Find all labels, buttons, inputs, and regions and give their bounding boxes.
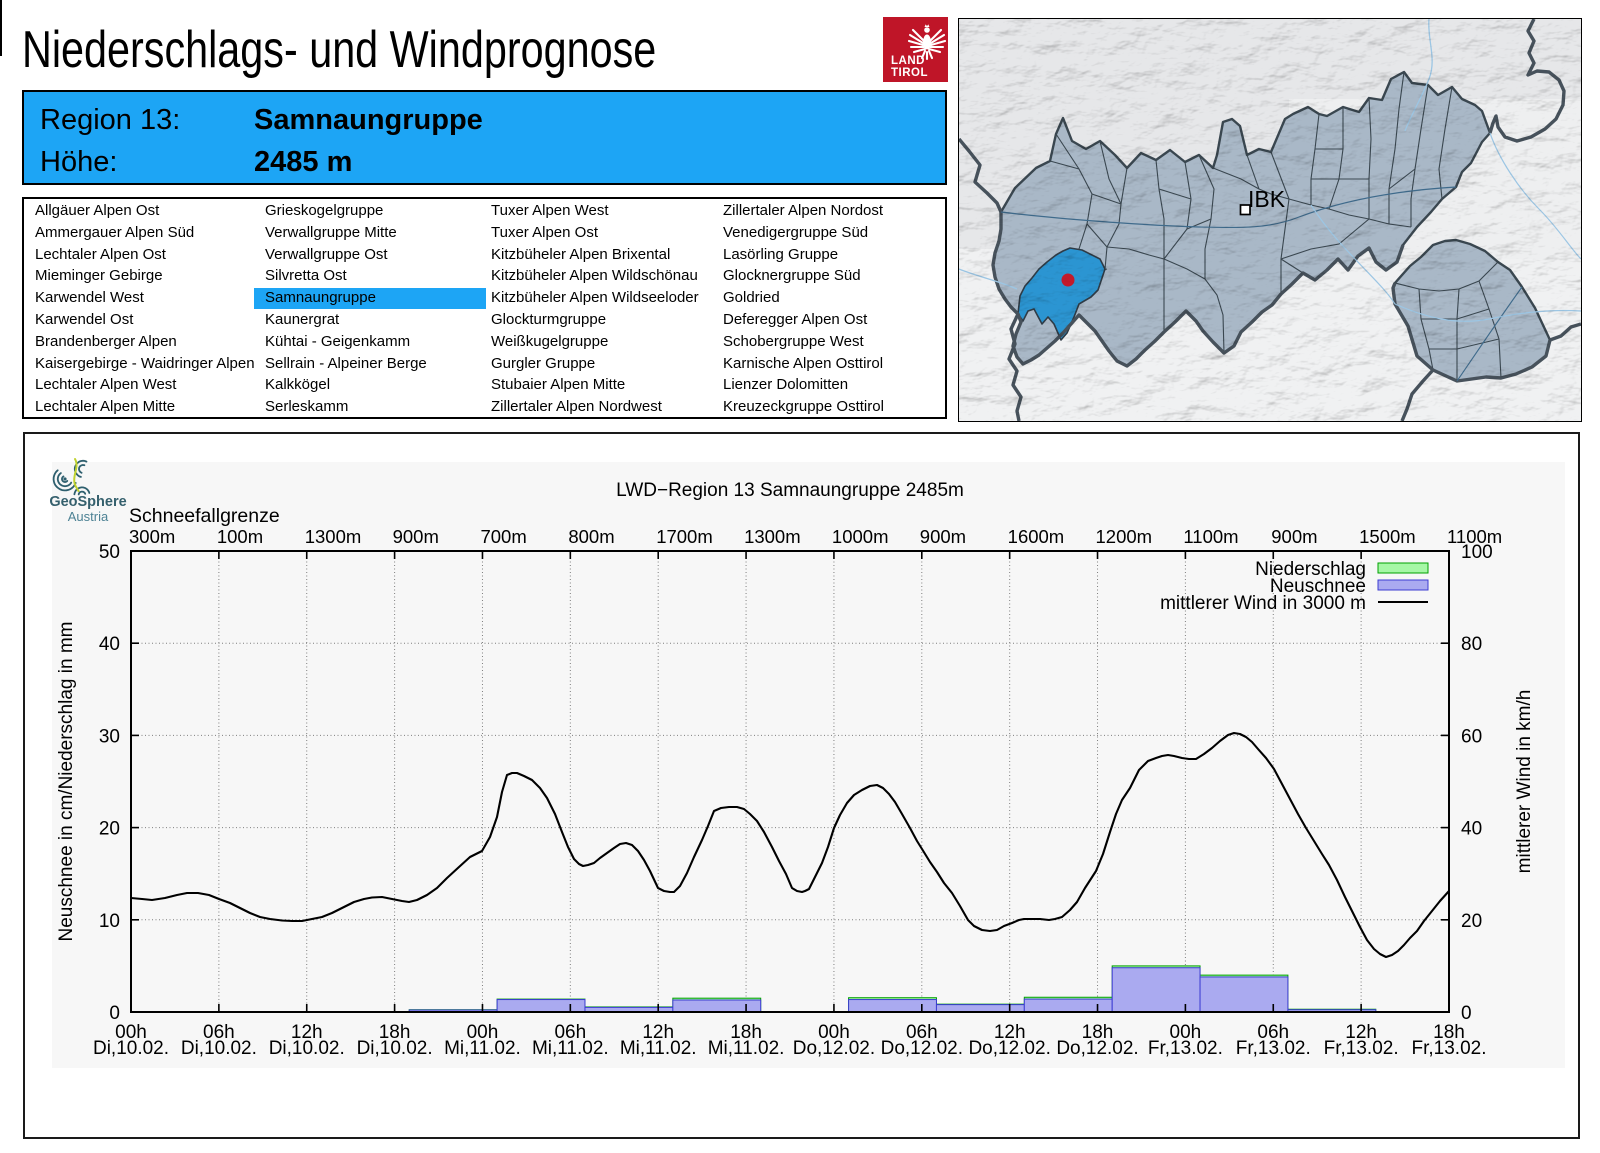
svg-text:06h: 06h	[554, 1022, 586, 1043]
svg-text:40: 40	[1461, 819, 1482, 840]
svg-text:Di,10.02.: Di,10.02.	[357, 1038, 433, 1059]
svg-text:18h: 18h	[1082, 1022, 1114, 1043]
svg-text:10: 10	[99, 911, 120, 932]
svg-text:18h: 18h	[379, 1022, 411, 1043]
svg-text:Neuschnee: Neuschnee	[1270, 576, 1366, 597]
svg-text:0: 0	[1461, 1003, 1472, 1024]
svg-text:100m: 100m	[217, 526, 263, 547]
svg-text:GeoSphere: GeoSphere	[49, 494, 126, 510]
svg-text:Do,12.02.: Do,12.02.	[881, 1038, 963, 1059]
svg-text:20: 20	[1461, 911, 1482, 932]
svg-text:Do,12.02.: Do,12.02.	[968, 1038, 1050, 1059]
svg-text:60: 60	[1461, 726, 1482, 747]
svg-text:Mi,11.02.: Mi,11.02.	[620, 1038, 697, 1059]
svg-text:00h: 00h	[467, 1022, 499, 1043]
svg-text:1100m: 1100m	[1447, 526, 1502, 547]
svg-text:Fr,13.02.: Fr,13.02.	[1412, 1038, 1487, 1059]
svg-text:mittlerer Wind in 3000 m: mittlerer Wind in 3000 m	[1160, 593, 1366, 614]
svg-text:1500m: 1500m	[1359, 526, 1416, 547]
svg-text:0: 0	[109, 1003, 120, 1024]
svg-text:Niederschlag: Niederschlag	[1255, 559, 1366, 580]
svg-text:900m: 900m	[393, 526, 439, 547]
svg-text:1300m: 1300m	[305, 526, 362, 547]
svg-text:1100m: 1100m	[1183, 526, 1238, 547]
svg-text:100: 100	[1461, 542, 1493, 563]
svg-text:Mi,11.02.: Mi,11.02.	[444, 1038, 521, 1059]
svg-text:12h: 12h	[994, 1022, 1026, 1043]
svg-text:Fr,13.02.: Fr,13.02.	[1236, 1038, 1311, 1059]
svg-text:00h: 00h	[115, 1022, 147, 1043]
svg-text:Fr,13.02.: Fr,13.02.	[1148, 1038, 1223, 1059]
svg-text:700m: 700m	[480, 526, 526, 547]
svg-text:LWD−Region 13 Samnaungruppe 24: LWD−Region 13 Samnaungruppe 2485m	[616, 480, 964, 501]
svg-text:mittlerer Wind in km/h: mittlerer Wind in km/h	[1514, 690, 1535, 874]
svg-text:900m: 900m	[1271, 526, 1317, 547]
svg-text:1200m: 1200m	[1096, 526, 1153, 547]
svg-text:20: 20	[99, 819, 120, 840]
svg-text:00h: 00h	[1170, 1022, 1202, 1043]
svg-text:1300m: 1300m	[744, 526, 801, 547]
svg-text:Do,12.02.: Do,12.02.	[793, 1038, 875, 1059]
svg-text:18h: 18h	[1433, 1022, 1465, 1043]
svg-text:80: 80	[1461, 634, 1482, 655]
svg-text:IBK: IBK	[1248, 186, 1286, 212]
svg-text:12h: 12h	[1345, 1022, 1377, 1043]
svg-text:Fr,13.02.: Fr,13.02.	[1324, 1038, 1399, 1059]
svg-text:Mi,11.02.: Mi,11.02.	[708, 1038, 785, 1059]
svg-text:06h: 06h	[906, 1022, 938, 1043]
svg-text:Di,10.02.: Di,10.02.	[181, 1038, 257, 1059]
svg-text:06h: 06h	[203, 1022, 235, 1043]
svg-text:TIROL: TIROL	[891, 67, 928, 79]
svg-text:18h: 18h	[730, 1022, 762, 1043]
svg-text:800m: 800m	[568, 526, 614, 547]
svg-text:300m: 300m	[129, 526, 175, 547]
svg-text:1000m: 1000m	[832, 526, 889, 547]
svg-text:Austria: Austria	[68, 509, 109, 524]
svg-text:Do,12.02.: Do,12.02.	[1056, 1038, 1138, 1059]
svg-text:50: 50	[99, 542, 120, 563]
svg-text:LAND: LAND	[891, 55, 925, 67]
svg-text:00h: 00h	[818, 1022, 850, 1043]
svg-text:06h: 06h	[1257, 1022, 1289, 1043]
svg-text:900m: 900m	[920, 526, 966, 547]
svg-text:40: 40	[99, 634, 120, 655]
svg-text:1600m: 1600m	[1008, 526, 1065, 547]
svg-text:Di,10.02.: Di,10.02.	[269, 1038, 345, 1059]
svg-text:Neuschnee in cm/Niederschlag i: Neuschnee in cm/Niederschlag in mm	[56, 622, 77, 942]
svg-text:Di,10.02.: Di,10.02.	[93, 1038, 169, 1059]
svg-text:30: 30	[99, 726, 120, 747]
svg-text:1700m: 1700m	[656, 526, 713, 547]
svg-text:Mi,11.02.: Mi,11.02.	[532, 1038, 609, 1059]
svg-text:Schneefallgrenze: Schneefallgrenze	[129, 505, 280, 527]
svg-text:12h: 12h	[642, 1022, 674, 1043]
svg-text:12h: 12h	[291, 1022, 323, 1043]
